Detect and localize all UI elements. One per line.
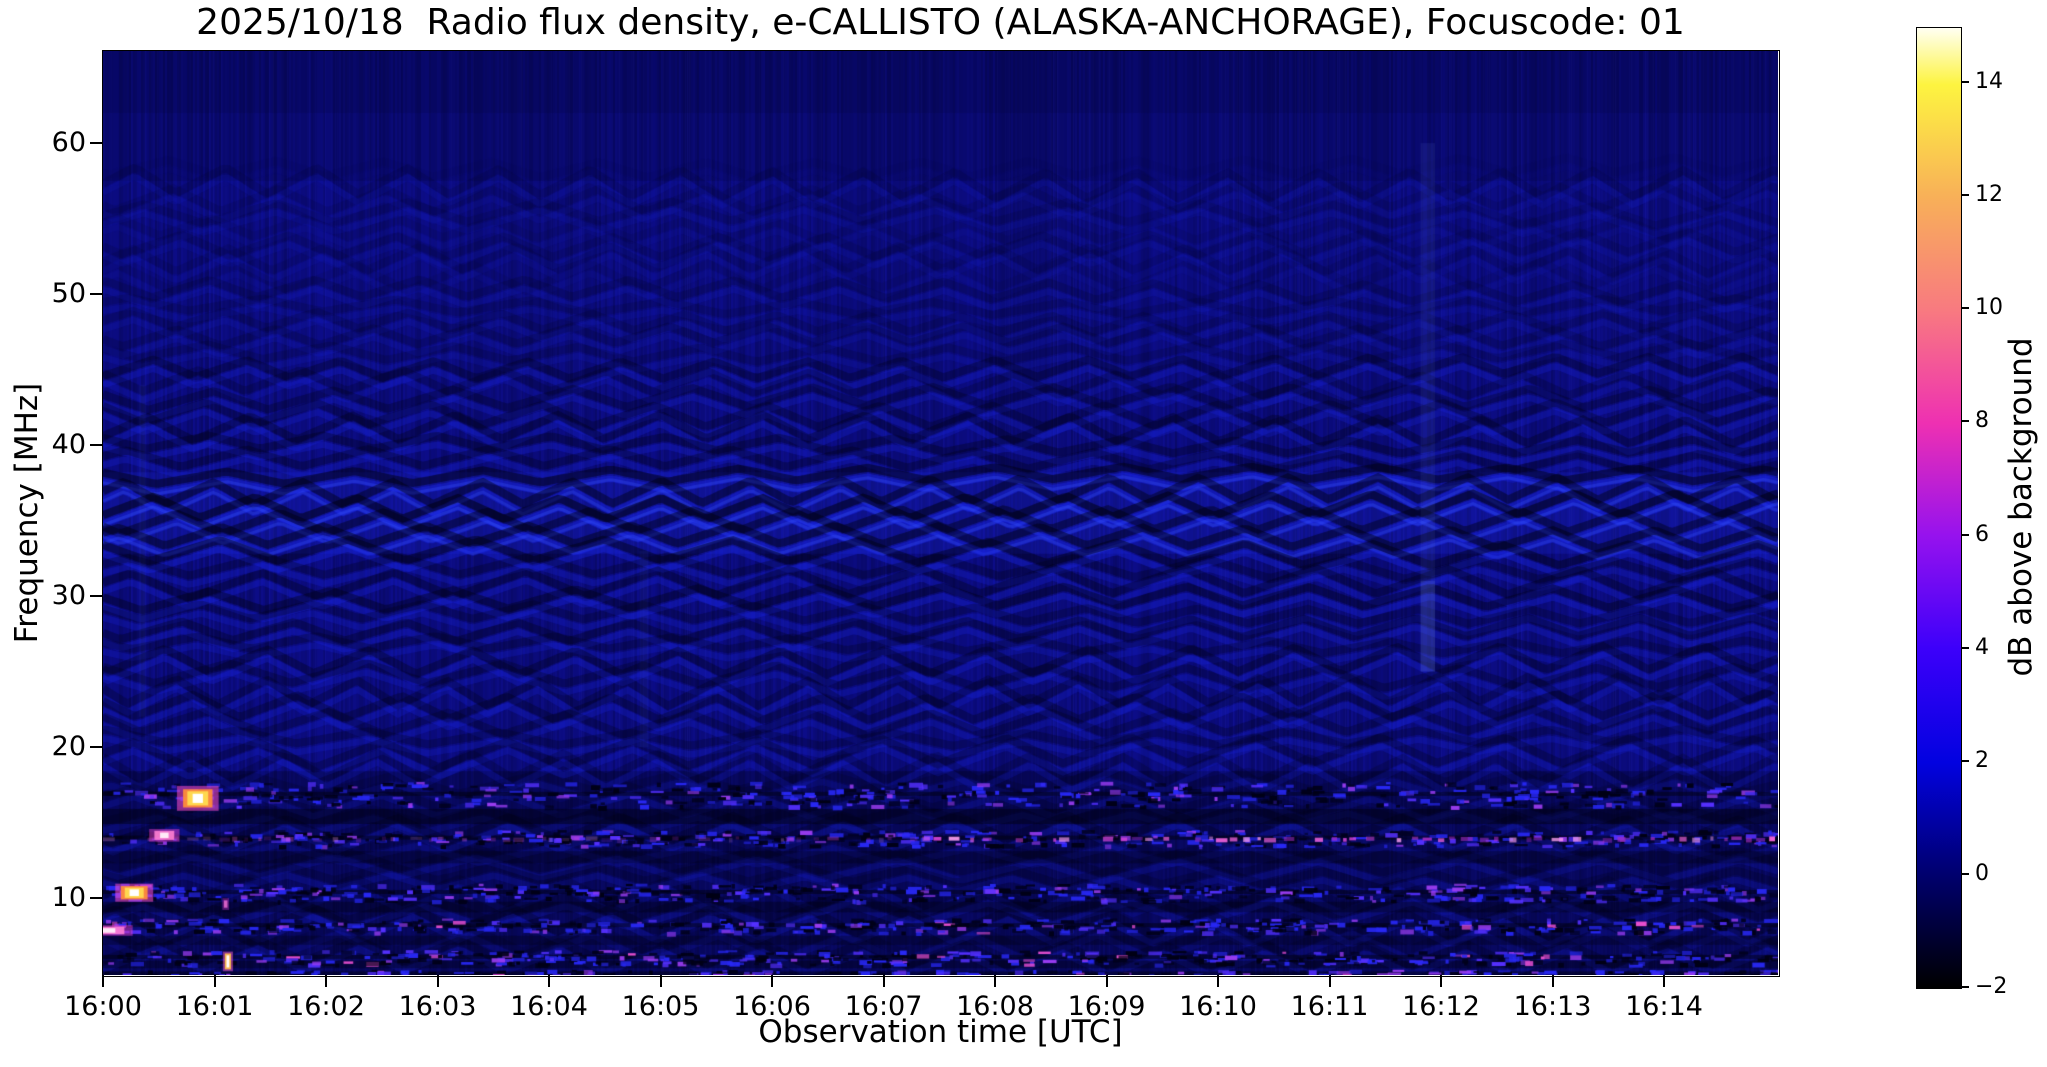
colorbar-tick-mark [1961,872,1969,875]
colorbar-tick-mark [1961,646,1969,649]
colorbar-tick-label: 4 [1975,634,1989,660]
y-axis-label: Frequency [MHz] [9,382,45,644]
x-tick-mark [1217,975,1219,987]
x-tick-label: 16:13 [1513,991,1592,1022]
x-tick-label: 16:06 [733,991,811,1022]
x-axis-label: Observation time [UTC] [758,1014,1123,1050]
y-tick-mark [90,443,103,446]
x-tick-mark [436,975,439,987]
colorbar-tick-label: 12 [1975,182,2003,208]
x-tick-mark [548,975,550,987]
x-tick-label: 16:12 [1402,991,1480,1022]
colorbar-tick-mark [1961,759,1969,762]
y-tick-mark [90,896,103,899]
colorbar-tick-label: 10 [1975,295,2003,321]
y-tick-mark [90,594,103,597]
x-tick-label: 16:09 [1067,991,1146,1022]
spectrogram-heatmap [103,51,1778,975]
x-tick-label: 16:01 [175,991,254,1022]
y-tick-label: 10 [51,881,86,913]
colorbar-tick-label: 8 [1975,408,1989,434]
x-tick-label: 16:02 [287,991,365,1022]
colorbar-tick-mark [1961,194,1969,197]
colorbar-tick-label: 14 [1975,69,2003,94]
y-tick-mark [90,142,103,144]
x-tick-mark [1328,975,1331,987]
colorbar-tick-label: 6 [1975,521,1989,547]
x-tick-label: 16:14 [1625,991,1703,1022]
y-tick-label: 60 [51,127,86,158]
y-tick-mark [90,745,103,748]
colorbar-tick-label: 0 [1975,860,1989,886]
x-tick-label: 16:08 [956,991,1034,1022]
y-tick-label: 50 [51,277,86,309]
x-tick-label: 16:03 [398,991,477,1022]
colorbar-tick-label: 2 [1975,747,1989,773]
colorbar [1916,27,1962,989]
colorbar-tick-mark [1961,420,1969,423]
x-tick-mark [1105,975,1108,987]
x-tick-label: 16:00 [64,991,142,1022]
x-tick-mark [882,975,885,987]
x-tick-mark [1663,975,1665,987]
colorbar-tick-mark [1961,986,1969,989]
x-tick-mark [1440,975,1442,987]
x-tick-label: 16:11 [1290,991,1369,1022]
y-tick-label: 30 [51,579,86,611]
x-tick-label: 16:04 [510,991,588,1022]
colorbar-tick-mark [1961,533,1969,536]
y-tick-mark [90,292,103,295]
x-tick-mark [659,975,662,987]
colorbar-tick-label: −2 [1975,974,2008,1000]
x-tick-label: 16:10 [1179,991,1257,1022]
y-tick-label: 20 [51,730,86,762]
x-tick-label: 16:07 [844,991,923,1022]
x-tick-mark [102,975,104,987]
x-tick-mark [213,975,216,987]
colorbar-tick-mark [1961,307,1969,310]
colorbar-tick-mark [1961,81,1969,83]
x-tick-mark [1551,975,1554,987]
x-tick-mark [325,975,327,987]
colorbar-label: dB above background [2003,337,2039,677]
x-tick-label: 16:05 [621,991,700,1022]
x-tick-mark [994,975,996,987]
y-tick-label: 40 [51,428,86,460]
x-tick-mark [771,975,773,987]
chart-title: 2025/10/18 Radio flux density, e-CALLIST… [196,2,1685,43]
